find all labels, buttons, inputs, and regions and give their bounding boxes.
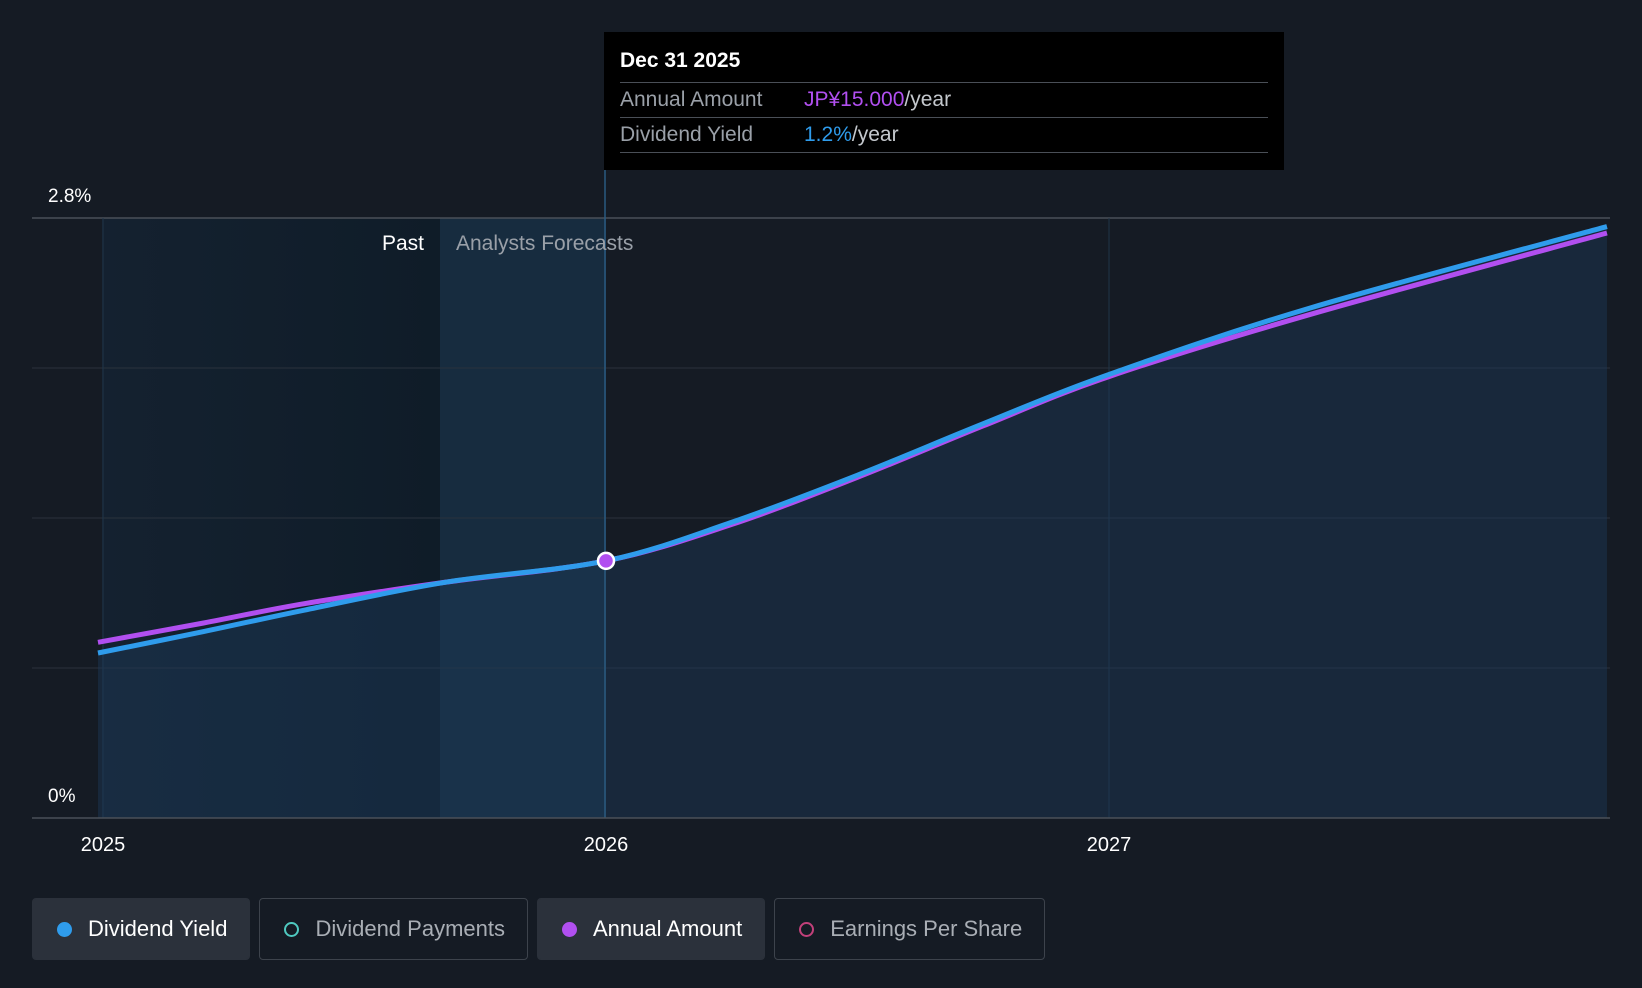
legend-dot-icon [799,921,815,937]
x-tick-label-2026: 2026 [584,834,629,856]
legend-dot-icon [284,921,300,937]
past-label: Past [382,232,424,255]
yield-area-fill [97,226,1607,819]
y-tick-label-bottom: 0% [48,786,76,807]
tooltip-label: Dividend Yield [620,123,754,146]
legend-dividend-payments-button[interactable]: Dividend Payments [259,898,528,960]
y-tick-label-top: 2.8% [48,186,91,207]
tooltip-unit: /year [851,123,899,146]
legend-dividend-yield-button[interactable]: Dividend Yield [32,898,251,960]
x-tick-label-2027: 2027 [1087,834,1132,856]
legend-earnings-per-share-button[interactable]: Earnings Per Share [774,898,1046,960]
series-line-dividend-yield [97,224,1608,656]
legend-annual-amount-button[interactable]: Annual Amount [536,898,766,960]
tooltip-unit: /year [904,88,952,111]
forecast-label: Analysts Forecasts [456,232,633,255]
legend: Dividend Yield Dividend Payments Annual … [32,898,1046,960]
tooltip-value: 1.2% [804,123,852,146]
tooltip-label: Annual Amount [620,88,763,111]
legend-label: Earnings Per Share [830,916,1023,941]
legend-dot-icon [57,921,72,937]
tooltip-row-dividend-yield: Dividend Yield 1.2% /year [620,118,1268,153]
tooltip-row-annual-amount: Annual Amount JP¥15.000 /year [620,83,1268,118]
legend-dot-icon [561,921,577,937]
legend-label: Annual Amount [592,916,743,941]
tooltip-date: Dec 31 2025 [620,46,1268,83]
x-tick-label-2025: 2025 [81,834,126,856]
legend-label: Dividend Yield [88,916,228,941]
hover-point[interactable] [596,551,616,571]
legend-label: Dividend Payments [315,916,505,941]
tooltip: Dec 31 2025 Annual Amount JP¥15.000 /yea… [604,32,1284,170]
tooltip-value: JP¥15.000 [804,88,905,111]
